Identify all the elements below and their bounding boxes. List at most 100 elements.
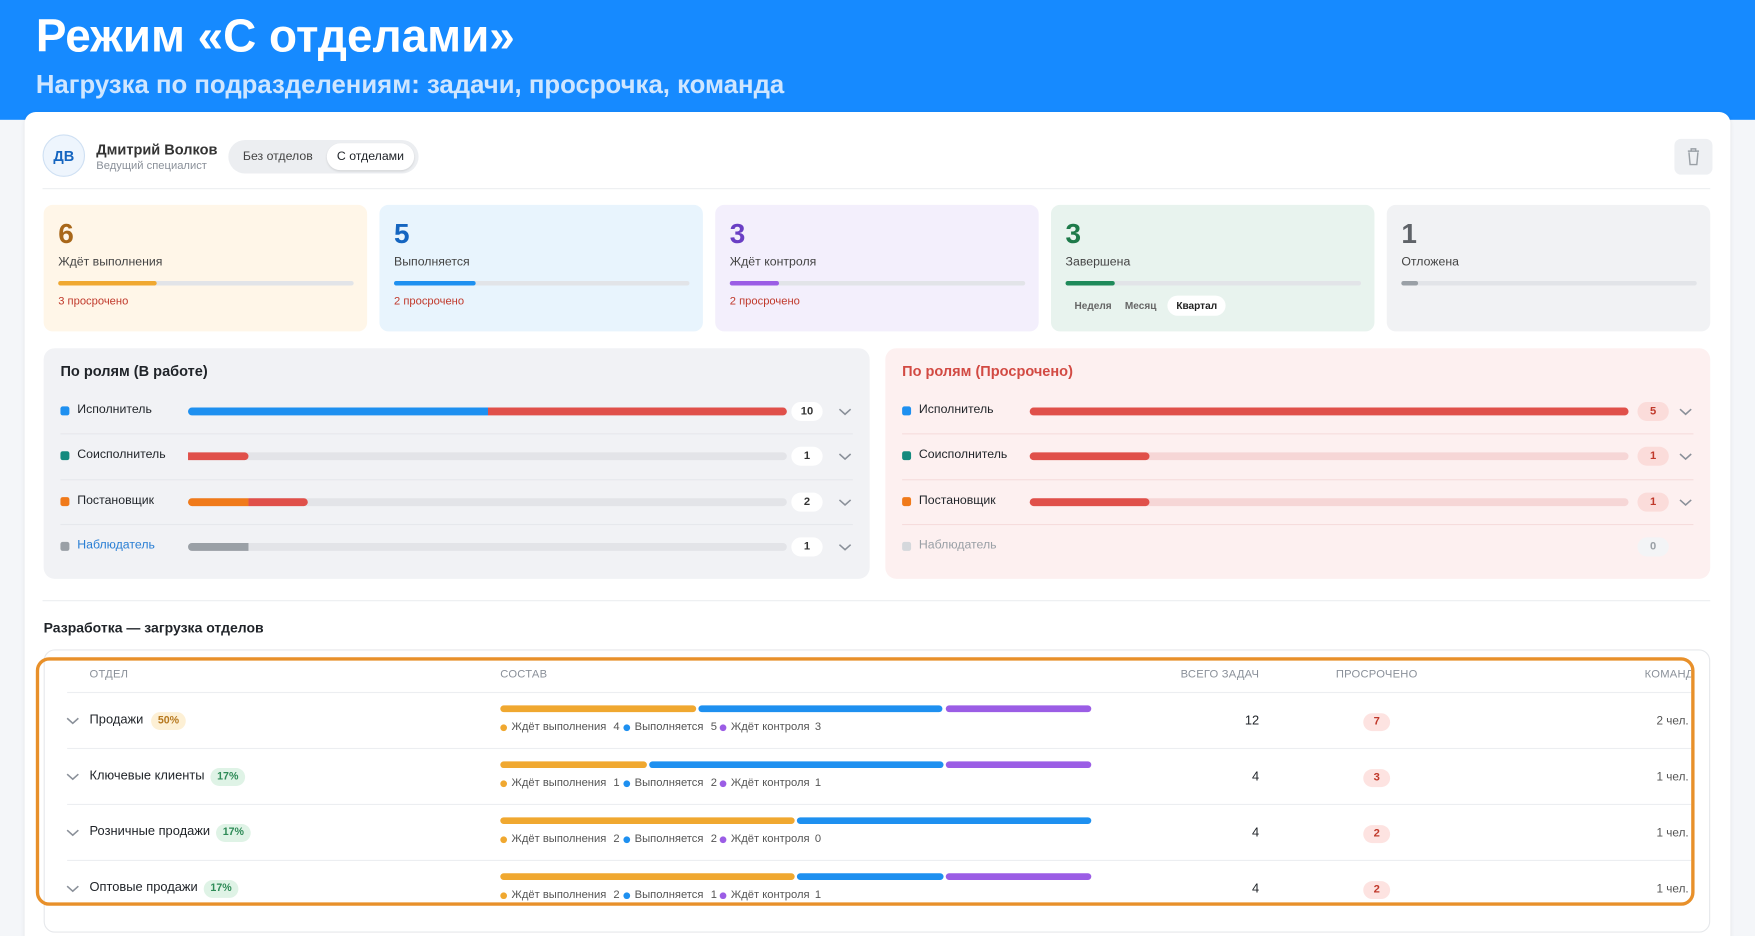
role-dot — [902, 451, 912, 461]
role-dot — [902, 496, 912, 506]
share-badge: 17% — [216, 824, 251, 842]
header: Режим «С отделами» Нагрузка по подраздел… — [0, 0, 1755, 120]
mode-option[interactable]: Без отделов — [242, 150, 313, 164]
department-name: Розничные продажи — [89, 825, 211, 839]
period-tab[interactable]: Квартал — [1167, 295, 1227, 316]
expand-chevron[interactable] — [838, 498, 852, 507]
row-divider — [60, 478, 853, 480]
role-track — [188, 407, 787, 416]
expand-chevron[interactable] — [66, 829, 79, 838]
row-divider — [902, 478, 1694, 480]
role-name: Исполнитель — [77, 403, 152, 417]
total-tasks: 4 — [1251, 770, 1260, 784]
expand-chevron[interactable] — [66, 773, 79, 782]
expand-chevron[interactable] — [1679, 498, 1692, 507]
status-fill — [393, 281, 477, 286]
legend-key: Ждёт контроля — [730, 832, 810, 846]
legend-value: 1 — [814, 888, 822, 902]
role-bar-overdue — [188, 452, 248, 461]
overdue-badge: 7 — [1363, 713, 1391, 732]
legend-dot — [623, 724, 631, 732]
legend-key: Ждёт контроля — [730, 888, 810, 902]
role-dot — [60, 541, 70, 551]
period-tab[interactable]: Неделя — [1074, 300, 1112, 312]
expand-chevron[interactable] — [838, 453, 852, 462]
mode-option[interactable]: С отделами — [326, 143, 415, 171]
legend-value: 3 — [814, 721, 822, 734]
role-panel-title: По ролям (Просрочено) — [902, 362, 1073, 380]
overdue-badge: 2 — [1363, 881, 1391, 900]
status-track — [1401, 281, 1697, 286]
department-name: Продажи — [89, 713, 144, 727]
status-label: Выполняется — [393, 255, 470, 269]
role-name: Наблюдатель — [918, 538, 997, 552]
status-count: 3 — [1065, 218, 1082, 250]
role-dot — [60, 451, 70, 461]
legend-key: Ждёт контроля — [730, 777, 810, 790]
expand-chevron[interactable] — [1679, 408, 1692, 417]
legend-key: Выполняется — [634, 832, 704, 846]
legend-dot — [719, 892, 727, 900]
delete-button[interactable] — [1674, 138, 1713, 175]
avatar: ДВ — [42, 134, 86, 177]
legend-dot — [719, 780, 727, 788]
role-name: Постановщик — [77, 493, 155, 507]
status-fill — [58, 281, 157, 286]
legend-value: 4 — [613, 721, 620, 734]
expand-chevron[interactable] — [66, 884, 79, 893]
legend-dot — [500, 780, 508, 788]
role-dot — [902, 406, 912, 416]
composition-segment — [698, 705, 943, 713]
overdue-badge: 2 — [1363, 825, 1391, 844]
role-name: Соисполнитель — [918, 448, 1008, 462]
legend-value: 2 — [710, 777, 717, 790]
total-tasks: 12 — [1244, 714, 1260, 728]
role-count: 2 — [791, 492, 823, 512]
column-header: ОТДЕЛ — [89, 668, 129, 681]
department-name: Оптовые продажи — [89, 881, 198, 895]
composition-segment — [500, 761, 647, 769]
status-count: 3 — [729, 218, 746, 250]
expand-chevron[interactable] — [66, 717, 79, 726]
status-card: 6 Ждёт выполнения 3 просрочено — [43, 204, 368, 332]
role-track — [1029, 497, 1629, 506]
role-count: 0 — [1637, 537, 1669, 557]
role-count: 5 — [1637, 401, 1669, 421]
row-divider — [902, 523, 1694, 525]
composition-segment — [945, 873, 1092, 881]
row-divider — [60, 523, 853, 525]
table-container — [43, 649, 1711, 933]
role-bar-overdue — [247, 497, 308, 506]
legend-key: Выполняется — [634, 721, 704, 734]
expand-chevron[interactable] — [838, 408, 852, 417]
expand-chevron[interactable] — [838, 543, 852, 552]
total-tasks: 4 — [1251, 882, 1260, 896]
status-card: 1 Отложена — [1386, 204, 1711, 332]
legend-key: Выполняется — [634, 777, 704, 790]
role-bar-normal — [188, 542, 248, 551]
total-tasks: 4 — [1251, 826, 1260, 840]
legend-value: 1 — [814, 777, 822, 790]
role-count: 10 — [791, 401, 823, 421]
expand-chevron[interactable] — [1679, 453, 1692, 462]
role-bar-normal — [188, 497, 248, 506]
legend-value: 0 — [814, 832, 822, 846]
status-card: 5 Выполняется 2 просрочено — [379, 204, 703, 332]
highlight-frame — [35, 657, 1695, 906]
legend-dot — [623, 780, 631, 788]
role-dot — [902, 541, 912, 551]
legend-key: Ждёт выполнения — [511, 721, 607, 734]
status-track — [1065, 281, 1362, 286]
status-count: 6 — [58, 218, 74, 250]
row-divider — [67, 747, 1692, 750]
legend-key: Ждёт контроля — [730, 721, 810, 734]
share-badge: 50% — [151, 712, 186, 730]
role-dot — [60, 496, 70, 506]
role-count: 1 — [791, 447, 823, 467]
period-tab[interactable]: Месяц — [1124, 300, 1157, 312]
column-header: ВСЕГО ЗАДАЧ — [1180, 668, 1260, 681]
role-name: Наблюдатель — [77, 538, 155, 552]
status-overdue-note: 3 просрочено — [58, 295, 129, 308]
